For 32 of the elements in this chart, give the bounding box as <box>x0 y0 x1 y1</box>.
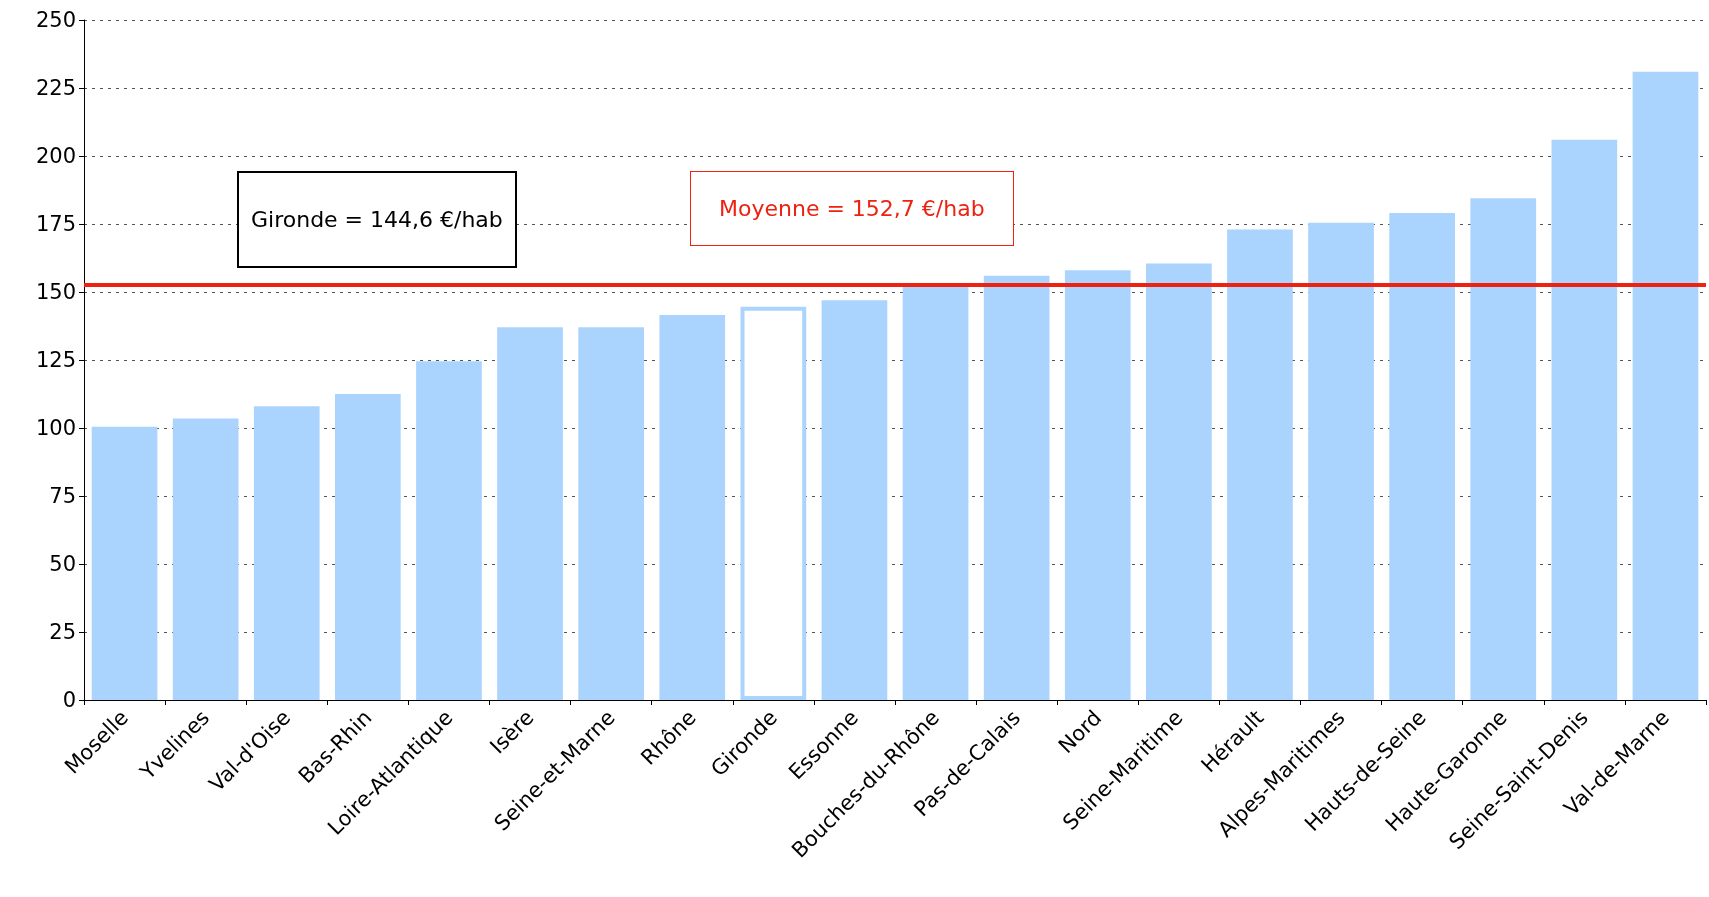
bar <box>1551 139 1618 700</box>
y-tick-label: 100 <box>35 416 76 440</box>
note-box: Gironde = 144,6 €/hab <box>237 171 517 268</box>
bar <box>172 418 239 700</box>
bar <box>578 327 644 700</box>
y-tick-label: 0 <box>62 688 76 712</box>
y-tick-label: 175 <box>35 212 76 236</box>
bar <box>1227 229 1293 700</box>
bar <box>1308 222 1374 700</box>
bar <box>91 426 158 700</box>
y-tick-label: 50 <box>49 552 76 576</box>
y-tick-label: 250 <box>35 8 76 32</box>
y-tick-label: 200 <box>35 144 76 168</box>
bar <box>659 315 726 700</box>
bar <box>416 361 482 700</box>
bar <box>1470 198 1537 700</box>
bar <box>902 286 969 700</box>
bar <box>1389 213 1455 700</box>
y-tick-label: 75 <box>49 484 76 508</box>
bar <box>1632 71 1699 700</box>
y-tick-label: 25 <box>49 620 76 644</box>
bar <box>497 327 563 700</box>
bar <box>1064 270 1131 700</box>
bar <box>335 394 401 700</box>
bar <box>983 275 1050 700</box>
note-box: Moyenne = 152,7 €/hab <box>690 171 1014 246</box>
bar <box>253 406 320 700</box>
y-tick-label: 150 <box>35 280 76 304</box>
y-tick-label: 225 <box>35 76 76 100</box>
y-tick-label: 125 <box>35 348 76 372</box>
bar <box>1146 263 1212 700</box>
bar <box>821 300 888 700</box>
